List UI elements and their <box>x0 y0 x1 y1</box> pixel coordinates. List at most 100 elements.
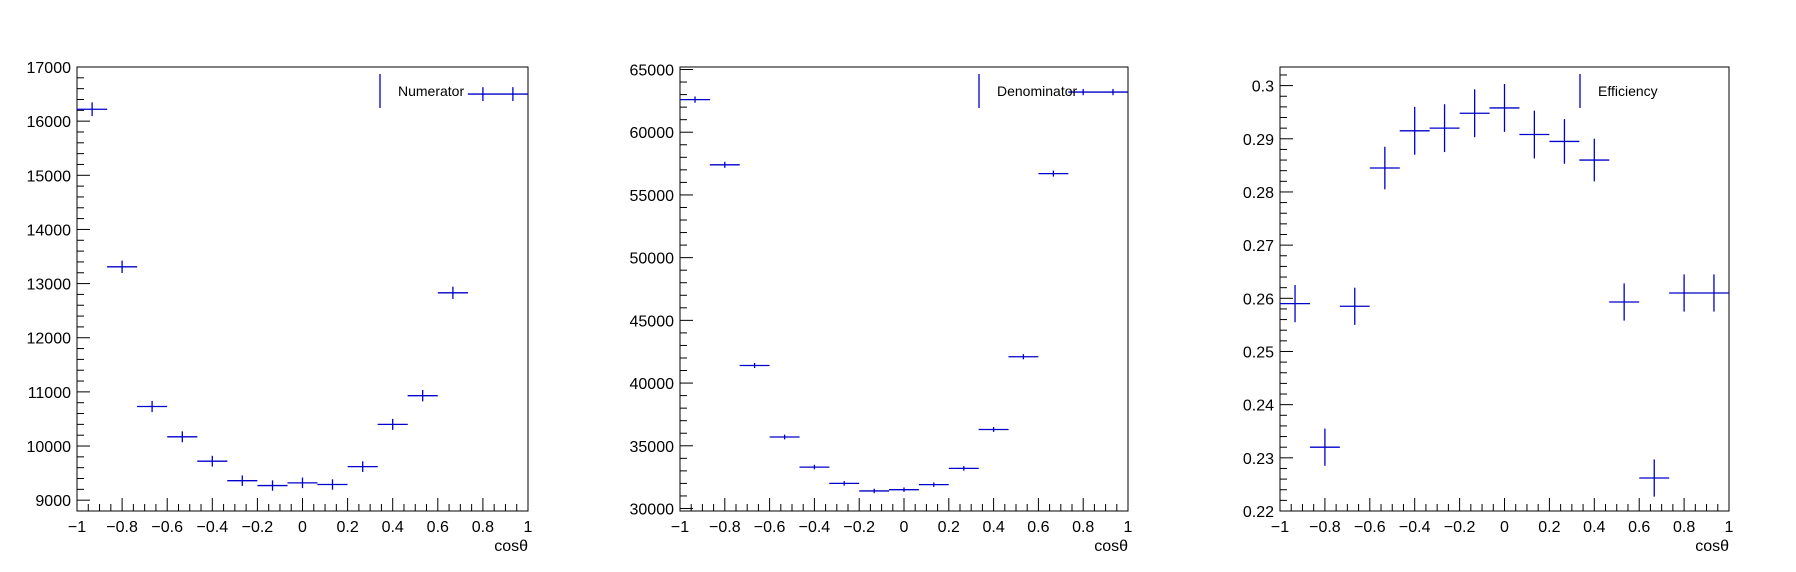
data-point <box>1579 138 1610 182</box>
x-tick-label: −1 <box>68 519 86 536</box>
x-tick-label: 0.2 <box>938 519 960 536</box>
legend: Denominator <box>978 74 1077 108</box>
data-point <box>1459 89 1490 138</box>
y-tick-label: 0.25 <box>1243 344 1274 361</box>
y-tick-label: 0.29 <box>1243 132 1274 149</box>
data-point <box>1609 283 1640 321</box>
y-tick-label: 0.26 <box>1243 291 1274 308</box>
x-axis-title: cosθ <box>494 538 528 555</box>
data-point <box>1429 104 1460 153</box>
x-axis-title: cosθ <box>1695 538 1729 555</box>
legend-label: Denominator <box>997 83 1077 99</box>
y-tick-label: 10000 <box>27 439 72 456</box>
data-point <box>918 482 949 487</box>
y-tick-label: 16000 <box>27 114 72 131</box>
x-tick-label: 0.4 <box>1583 519 1605 536</box>
y-tick-label: 45000 <box>630 313 675 330</box>
data-point <box>978 427 1009 432</box>
x-tick-label: 0.8 <box>1072 519 1094 536</box>
y-tick-label: 9000 <box>35 493 71 510</box>
x-tick-label: 0.8 <box>1673 519 1695 536</box>
data-point <box>739 362 770 369</box>
legend-label: Efficiency <box>1598 83 1658 99</box>
data-point <box>1549 119 1580 164</box>
y-tick-label: 40000 <box>630 376 675 393</box>
data-point <box>497 87 528 102</box>
x-tick-label: −0.6 <box>151 519 183 536</box>
panel-2: −1 −0.8 −0.6 −0.4 −0.2 0 0.2 0.4 0.6 0.8 1 30000 350… <box>630 63 1133 555</box>
x-tick-label: −0.8 <box>709 519 741 536</box>
y-tick-label: 0.28 <box>1243 185 1274 202</box>
data-point <box>1369 146 1400 190</box>
legend: Numerator <box>379 74 464 108</box>
y-tick-label: 0.22 <box>1243 504 1274 521</box>
legend-label: Numerator <box>398 83 464 99</box>
x-tick-label: 0.2 <box>1538 519 1560 536</box>
y-tick-label: 65000 <box>630 63 675 80</box>
x-tick-label: −0.8 <box>1309 519 1341 536</box>
y-tick-label: 15000 <box>27 168 72 185</box>
data-point <box>197 455 228 467</box>
x-axis-title: cosθ <box>1094 538 1128 555</box>
data-point <box>287 477 318 489</box>
data-point <box>859 488 890 494</box>
y-tick-label: 0.24 <box>1243 398 1274 415</box>
x-tick-label: −0.8 <box>106 519 138 536</box>
y-tick-label: 17000 <box>27 60 72 77</box>
data-point <box>1038 170 1069 177</box>
data-point <box>1339 287 1370 325</box>
data-point <box>407 389 438 402</box>
data-point <box>1068 88 1099 96</box>
data-point <box>799 464 830 470</box>
data-point <box>227 475 258 486</box>
data-point <box>709 161 740 168</box>
legend: Efficiency <box>1579 74 1658 108</box>
x-tick-label: 0.6 <box>427 519 449 536</box>
x-tick-label: 1 <box>524 519 533 536</box>
data-point <box>889 487 919 492</box>
y-tick-label: 60000 <box>630 125 675 142</box>
data-point <box>1280 285 1311 323</box>
y-tick-label: 13000 <box>27 277 72 294</box>
y-tick-label: 35000 <box>630 439 675 456</box>
y-tick-label: 0.23 <box>1243 451 1274 468</box>
data-point <box>680 96 710 103</box>
data-point <box>1669 274 1700 312</box>
data-point <box>137 400 168 413</box>
data-point <box>1489 84 1520 132</box>
x-tick-label: 1 <box>1124 519 1133 536</box>
data-point <box>377 418 408 430</box>
data-point <box>1698 274 1729 312</box>
x-tick-label: −0.4 <box>197 519 229 536</box>
y-tick-label: 12000 <box>27 331 72 348</box>
x-tick-label: −0.4 <box>799 519 831 536</box>
x-tick-label: −1 <box>1271 519 1289 536</box>
data-point <box>347 461 378 472</box>
y-tick-label: 11000 <box>28 385 71 402</box>
panel-1: −1 −0.8 −0.6 −0.4 −0.2 0 0.2 0.4 0.6 0.8 1 9000 1000… <box>27 60 533 555</box>
data-point <box>167 431 198 443</box>
x-tick-label: −0.2 <box>242 519 274 536</box>
x-tick-label: 0.4 <box>382 519 404 536</box>
y-tick-label: 14000 <box>27 222 72 239</box>
data-point <box>437 286 468 299</box>
data-point <box>467 87 498 102</box>
panel-3: −1 −0.8 −0.6 −0.4 −0.2 0 0.2 0.4 0.6 0.8 1 0.22 0.23… <box>1243 66 1734 555</box>
data-point <box>1098 88 1128 96</box>
data-point <box>77 102 108 117</box>
data-point <box>107 260 138 274</box>
x-tick-label: −0.4 <box>1399 519 1431 536</box>
x-tick-label: 0.8 <box>472 519 494 536</box>
x-tick-label: −0.6 <box>1354 519 1386 536</box>
y-tick-label: 30000 <box>630 501 675 518</box>
data-point <box>1008 354 1039 360</box>
x-tick-label: 0 <box>900 519 909 536</box>
x-tick-label: −1 <box>671 519 689 536</box>
x-tick-label: 0.6 <box>1628 519 1650 536</box>
data-point <box>1399 106 1430 155</box>
x-tick-label: 0 <box>1500 519 1509 536</box>
x-tick-label: 0 <box>298 519 307 536</box>
x-tick-label: −0.2 <box>1444 519 1476 536</box>
data-point <box>769 434 800 440</box>
x-tick-label: −0.6 <box>754 519 786 536</box>
